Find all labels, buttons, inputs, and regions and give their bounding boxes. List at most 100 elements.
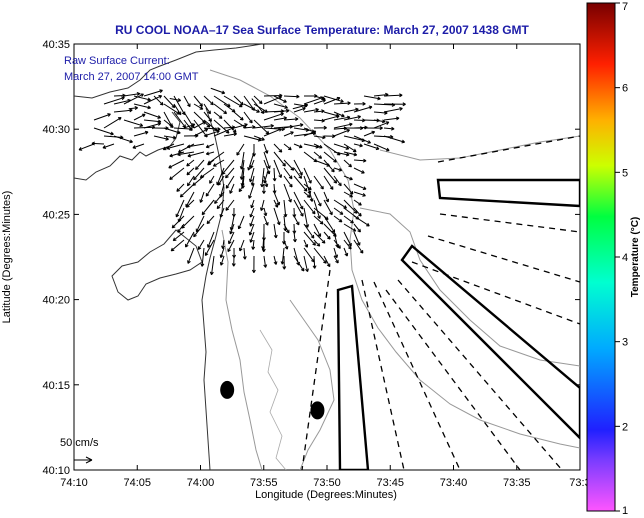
- current-vector: [333, 207, 344, 215]
- current-vector: [263, 215, 269, 226]
- current-vector: [169, 98, 182, 102]
- current-vector: [133, 113, 146, 121]
- current-vector: [303, 183, 312, 191]
- y-tick-label: 40:10: [42, 465, 70, 477]
- current-vector: [283, 183, 292, 203]
- colorbar-tick-label: 2: [622, 421, 628, 433]
- current-vector: [176, 183, 185, 192]
- current-vector: [283, 131, 294, 137]
- current-vector: [261, 183, 266, 194]
- current-vector: [303, 107, 319, 113]
- current-vector: [209, 255, 215, 276]
- current-vector: [253, 95, 263, 105]
- current-vector: [313, 231, 326, 244]
- colorbar-ticks: 1 2 3 4 5 6 7: [615, 1, 628, 517]
- current-vector: [260, 167, 265, 188]
- current-vector: [293, 159, 303, 176]
- current-vector: [259, 199, 265, 211]
- current-vector: [207, 159, 215, 166]
- current-vector: [263, 255, 268, 268]
- current-vector: [203, 103, 211, 115]
- y-tick-label: 40:15: [42, 380, 70, 392]
- current-vector: [249, 231, 255, 243]
- x-tick-label: 73:3: [569, 477, 590, 489]
- current-vector: [283, 175, 293, 188]
- current-vector: [333, 247, 339, 259]
- current-vector: [303, 223, 315, 239]
- current-vector: [251, 98, 265, 114]
- current-vector: [205, 151, 215, 156]
- current-vector: [248, 167, 255, 183]
- map-layers: [74, 44, 580, 470]
- current-vector: [313, 199, 321, 219]
- current-vector: [353, 101, 366, 106]
- current-vector: [171, 215, 185, 229]
- x-axis-ticks: 74:10 74:05 74:00 73:55 73:50 73:45 73:40 73:35…: [60, 44, 591, 489]
- current-vector: [172, 231, 185, 242]
- current-vector: [193, 223, 205, 238]
- current-vector: [193, 95, 203, 107]
- x-tick-label: 73:35: [503, 477, 531, 489]
- current-vector: [263, 95, 283, 105]
- y-tick-label: 40:20: [42, 295, 70, 307]
- current-vector: [303, 130, 317, 137]
- current-vector: [253, 135, 265, 141]
- current-vector: [166, 143, 185, 150]
- current-vector: [313, 143, 323, 149]
- current-vector: [93, 113, 111, 121]
- current-vector: [153, 135, 169, 141]
- current-vector: [283, 143, 292, 151]
- current-vector: [263, 112, 284, 121]
- current-vector: [163, 127, 181, 135]
- current-vector: [263, 151, 271, 170]
- current-vector: [163, 119, 174, 128]
- current-vector: [293, 191, 304, 210]
- current-vector: [213, 126, 235, 137]
- colorbar-label: Temperature (°C): [630, 217, 641, 298]
- current-vector: [313, 239, 321, 247]
- current-vector: [303, 191, 311, 198]
- current-vector: [203, 95, 214, 106]
- current-vector: [212, 159, 225, 167]
- current-vector: [103, 96, 125, 105]
- current-vector: [113, 135, 133, 144]
- current-vector: [243, 135, 262, 142]
- current-vector: [313, 98, 326, 105]
- annotation-line-1: Raw Surface Current:: [64, 55, 170, 67]
- current-vector: [383, 126, 395, 131]
- depth-contour-3: [379, 135, 580, 161]
- current-vector: [213, 111, 223, 119]
- x-tick-label: 73:45: [376, 477, 404, 489]
- scale-label: 50 cm/s: [60, 437, 99, 449]
- current-vector: [183, 123, 196, 129]
- current-vector: [363, 126, 383, 131]
- depth-contour-6: [259, 329, 287, 470]
- current-vector: [233, 123, 248, 129]
- current-vector: [243, 125, 256, 130]
- current-vector: [383, 106, 403, 113]
- current-vector: [383, 93, 403, 98]
- current-vector: [333, 143, 350, 150]
- current-vector: [313, 109, 325, 114]
- current-vector: [253, 123, 274, 129]
- current-vector: [293, 255, 305, 272]
- current-vector: [143, 95, 163, 105]
- current-vector: [293, 175, 308, 192]
- colorbar-tick-label: 5: [622, 167, 628, 179]
- y-axis-label: Latitude (Degrees:Minutes): [1, 191, 13, 324]
- current-vector: [343, 143, 357, 153]
- current-vector: [229, 183, 235, 194]
- current-vector: [93, 127, 114, 136]
- dashed-radials: [301, 135, 580, 470]
- current-vector: [236, 143, 245, 156]
- current-vector: [333, 151, 350, 157]
- current-vector: [292, 231, 297, 243]
- colorbar-tick-label: 7: [622, 1, 628, 13]
- current-vector: [333, 215, 343, 223]
- current-vector: [231, 255, 236, 267]
- current-vector: [343, 223, 357, 232]
- current-vector: [263, 207, 268, 217]
- current-vector: [383, 102, 406, 107]
- current-vector: [313, 175, 324, 190]
- current-vector: [168, 159, 185, 169]
